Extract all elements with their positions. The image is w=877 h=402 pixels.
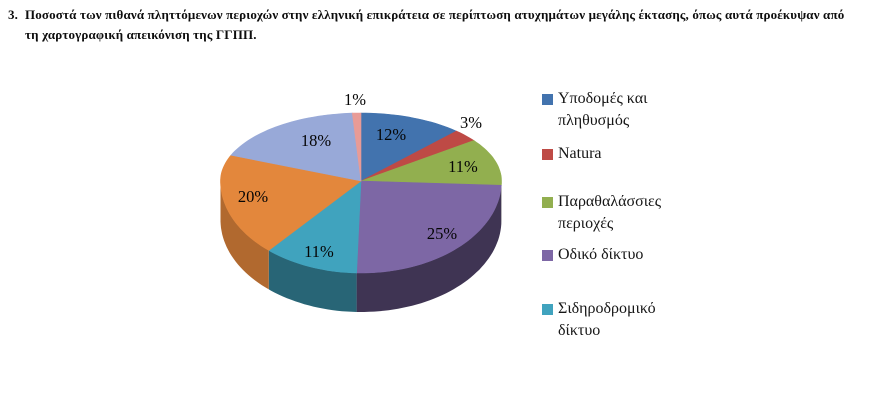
pie-label-7: 1% xyxy=(344,90,366,109)
pie-slice-4 xyxy=(268,180,362,274)
legend-label-line: Παραθαλάσσιες xyxy=(558,193,662,210)
pie-slice-1 xyxy=(360,130,475,182)
legend-label: Natura xyxy=(558,143,602,165)
pie-slice-side-5 xyxy=(220,181,269,290)
pie-label-1: 3% xyxy=(460,113,482,132)
figure-caption: 3. Ποσοστά των πιθανά πληττόμενων περιοχ… xyxy=(8,5,844,44)
legend-label-line: Υποδομές και xyxy=(558,90,648,107)
pie-label-2: 11% xyxy=(448,157,478,176)
legend-label-line: δίκτυο xyxy=(558,322,601,339)
pie-slice-6 xyxy=(230,112,362,182)
legend-label-line: πληθυσμός xyxy=(558,112,630,129)
chart-legend: Υποδομές και πληθυσμός Natura Παραθαλάσσιες… xyxy=(542,0,772,402)
legend-label: Οδικό δίκτυο xyxy=(558,244,643,266)
legend-item-1: Natura xyxy=(542,143,602,165)
legend-marker-icon xyxy=(542,250,553,261)
legend-item-2: Παραθαλάσσιες περιοχές xyxy=(542,191,661,235)
legend-label-line: Σιδηροδρομικό xyxy=(558,300,656,317)
legend-marker-icon xyxy=(542,197,553,208)
legend-item-3: Οδικό δίκτυο xyxy=(542,244,643,266)
pie-slice-7 xyxy=(351,112,362,182)
pie-label-5: 20% xyxy=(238,187,269,206)
legend-item-0: Υποδομές και πληθυσμός xyxy=(542,88,647,132)
legend-marker-icon xyxy=(542,149,553,160)
pie-slice-5 xyxy=(220,154,362,251)
pie-slice-2 xyxy=(360,140,502,186)
legend-label: Παραθαλάσσιες περιοχές xyxy=(558,191,661,235)
legend-label: Σιδηροδρομικό δίκτυο xyxy=(558,298,656,342)
pie-label-0: 12% xyxy=(376,125,407,144)
legend-item-4: Σιδηροδρομικό δίκτυο xyxy=(542,298,656,342)
pie-slice-0 xyxy=(360,112,458,182)
legend-label-line: Οδικό δίκτυο xyxy=(558,246,644,263)
caption-line-2: τη χαρτογραφική απεικόνιση της ΓΓΠΠ. xyxy=(25,26,257,42)
legend-label-line: περιοχές xyxy=(558,215,614,232)
pie-label-3: 25% xyxy=(427,224,458,243)
caption-number: 3. xyxy=(8,7,19,22)
pie-label-4: 11% xyxy=(304,242,334,261)
pie-slice-side-4 xyxy=(268,250,357,312)
legend-label: Υποδομές και πληθυσμός xyxy=(558,88,647,132)
legend-marker-icon xyxy=(542,94,553,105)
legend-marker-icon xyxy=(542,304,553,315)
pie-slice-side-3 xyxy=(356,185,502,312)
pie-slice-3 xyxy=(356,180,502,274)
caption-line-1: Ποσοστά των πιθανά πληττόμενων περιοχών … xyxy=(25,7,845,22)
legend-label-line: Natura xyxy=(558,145,602,162)
pie-label-6: 18% xyxy=(301,131,332,150)
